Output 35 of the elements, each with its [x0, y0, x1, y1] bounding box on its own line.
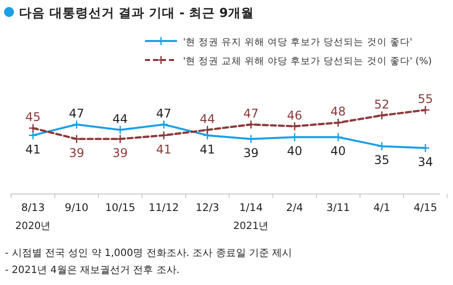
data-label: 46 — [286, 108, 302, 122]
data-label: 45 — [25, 110, 41, 124]
data-label: 41 — [25, 142, 41, 156]
legend-label: '현 정권 유지 위해 여당 후보가 당선되는 것이 좋다' — [183, 37, 412, 48]
data-label: 39 — [243, 146, 259, 160]
x-tick-label: 9/10 — [64, 202, 88, 214]
chart-title: 다음 대통령선거 결과 기대 - 최근 9개월 — [19, 5, 254, 20]
data-label: 47 — [68, 106, 84, 120]
data-label: 52 — [374, 97, 390, 112]
data-label: 40 — [286, 144, 302, 158]
data-label: 41 — [156, 142, 172, 156]
x-tick-label: 8/13 2020년 — [15, 202, 51, 232]
text: - 시점별 전국 성인 약 1,000명 전화조사. 조사 종료일 기준 제시 — [5, 248, 292, 259]
data-label: 55 — [418, 92, 434, 106]
x-tick-label: 2/4 — [286, 202, 304, 214]
data-label: 44 — [200, 112, 216, 126]
legend-label: '현 정권 교체 위해 야당 후보가 당선되는 것이 좋다' (%) — [183, 56, 432, 67]
data-label: 47 — [156, 106, 172, 120]
data-label: 41 — [200, 142, 216, 156]
x-tick-label: 4/15 — [414, 202, 438, 214]
data-label: 40 — [330, 144, 346, 158]
data-label: 44 — [112, 112, 128, 126]
x-tick-label: 10/15 — [105, 202, 136, 214]
data-label: 39 — [68, 146, 84, 160]
data-label: 35 — [374, 153, 390, 168]
data-label: 47 — [243, 106, 259, 120]
data-label: 34 — [418, 155, 434, 169]
data-label: 39 — [112, 146, 128, 160]
text: - 2021년 4월은 재보궐선거 전후 조사. — [5, 265, 180, 276]
data-label: 48 — [330, 104, 346, 119]
x-tick-label: 12/3 — [196, 202, 220, 214]
x-tick-label: 4/1 — [373, 202, 390, 214]
x-tick-label: 1/14 2021년 — [233, 202, 269, 232]
x-tick-label: 11/12 — [148, 202, 179, 214]
x-tick-label: 3/11 — [326, 202, 350, 214]
